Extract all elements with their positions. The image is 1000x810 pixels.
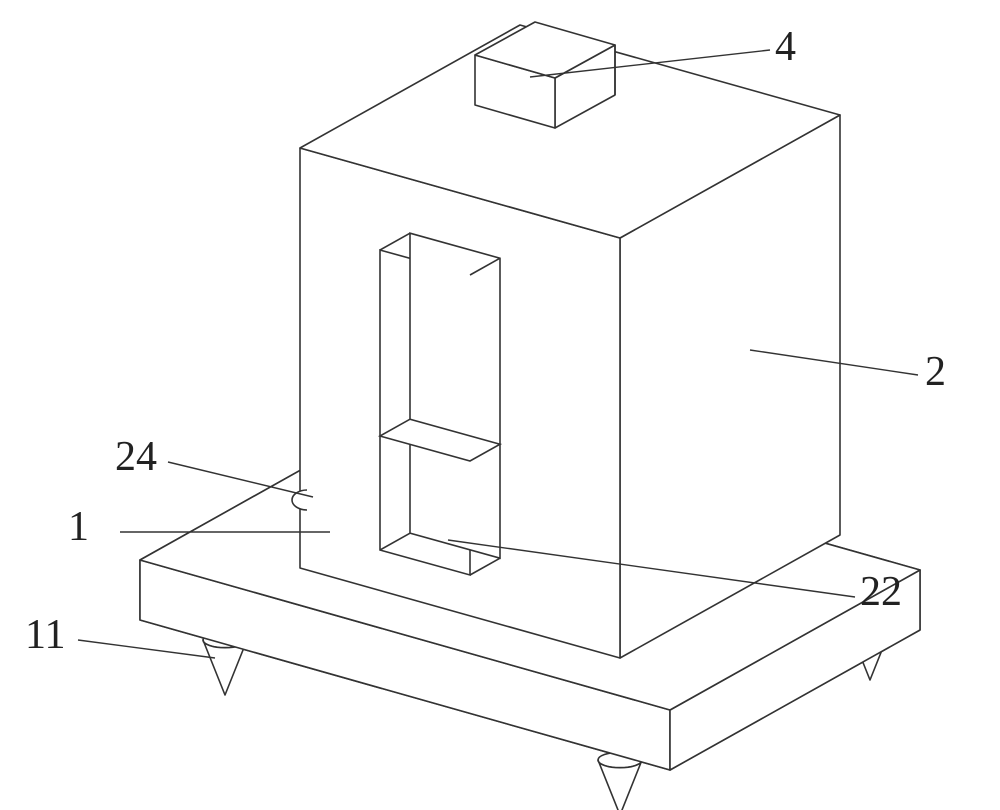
label-22: 22 xyxy=(860,569,902,615)
label-24: 24 xyxy=(115,434,157,480)
slot-window-back xyxy=(410,233,500,558)
technical-drawing: 4 2 24 1 22 11 xyxy=(0,0,1000,810)
label-1: 1 xyxy=(68,504,89,550)
label-2: 2 xyxy=(925,349,946,395)
geometry-group xyxy=(140,22,920,810)
label-11: 11 xyxy=(25,612,65,658)
leader-11 xyxy=(78,640,215,658)
label-4: 4 xyxy=(775,24,796,70)
foot-cone-front-right xyxy=(598,760,642,810)
